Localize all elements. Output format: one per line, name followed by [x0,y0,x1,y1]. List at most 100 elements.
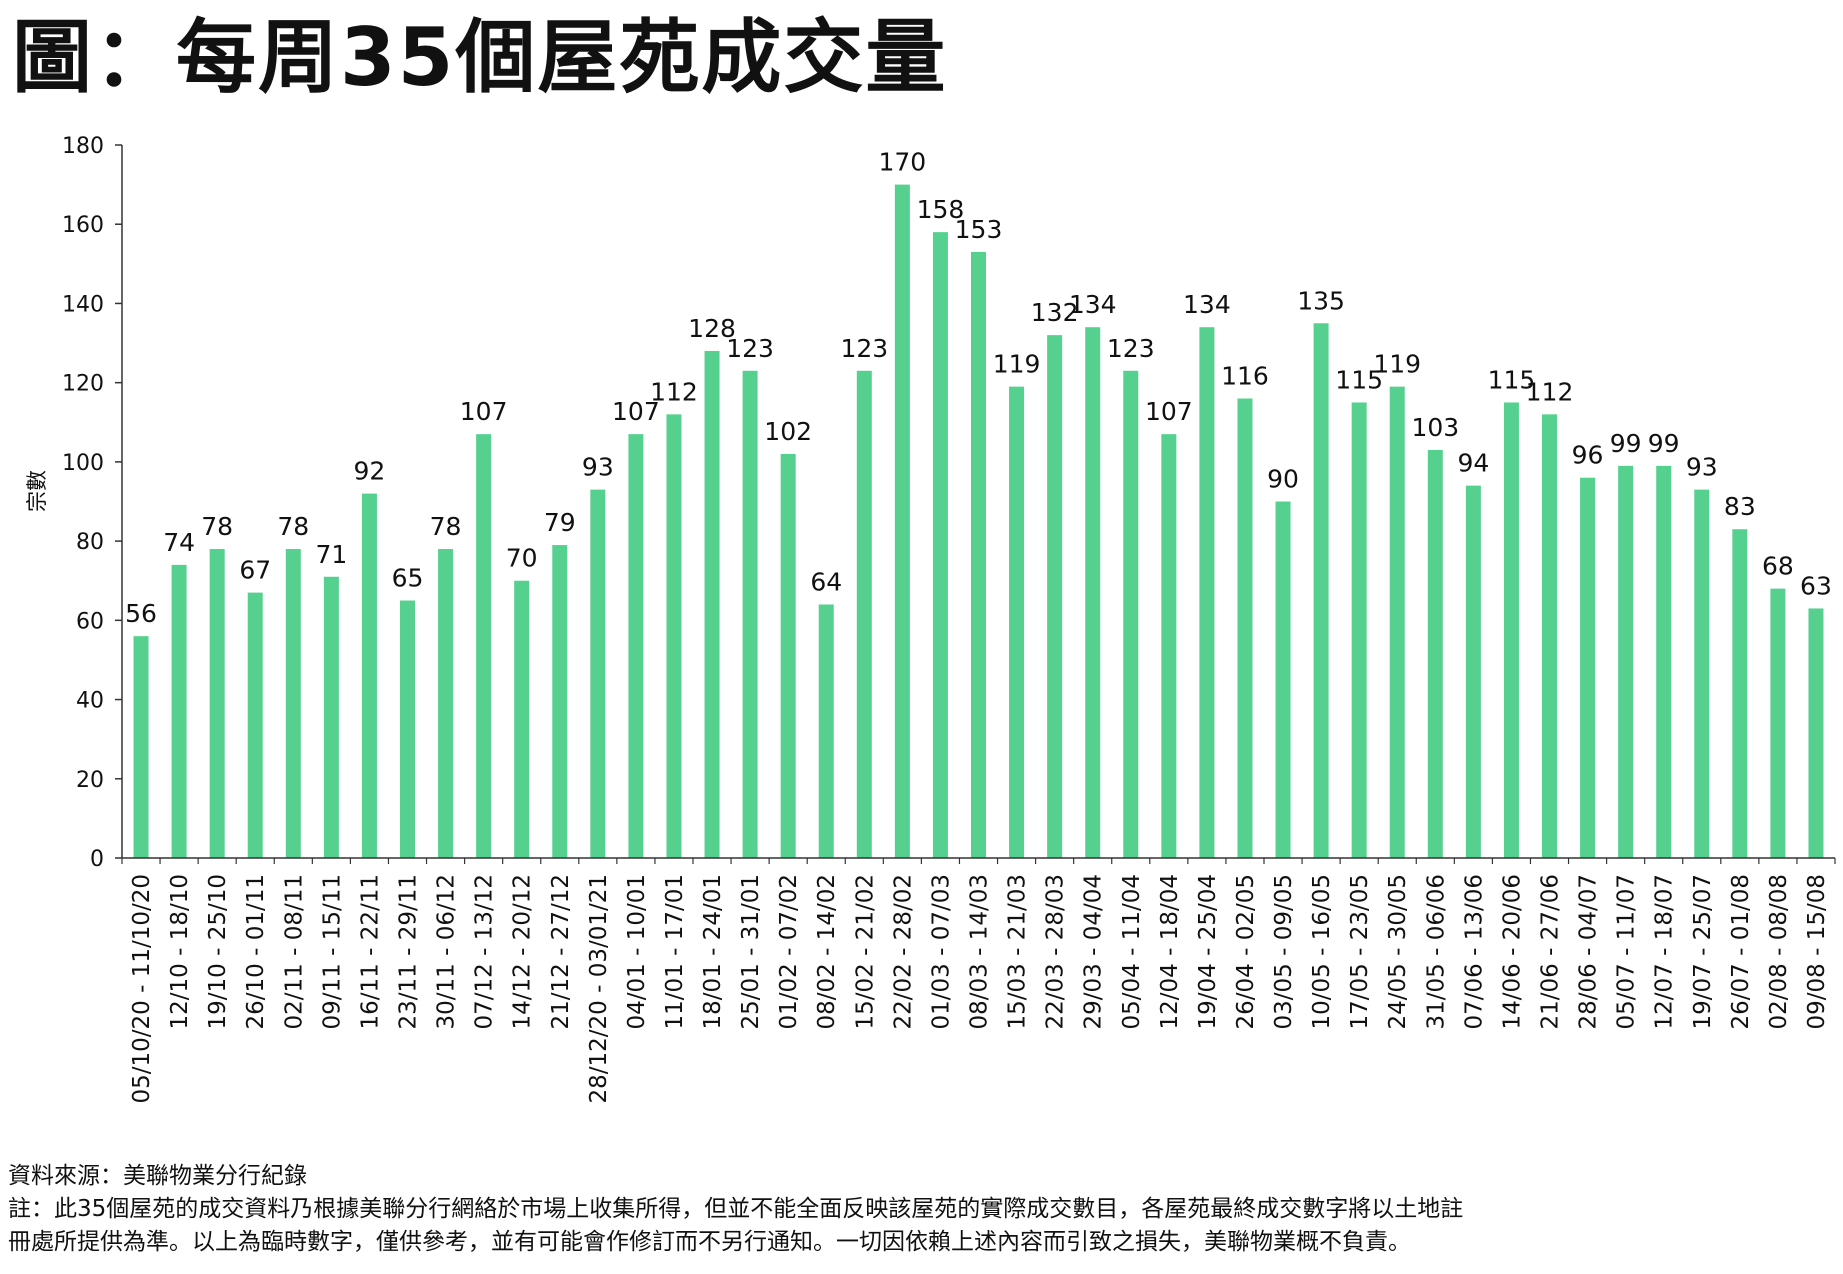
bar [1047,335,1063,859]
data-label: 92 [354,457,386,486]
bar [1085,327,1101,858]
data-label: 63 [1800,571,1832,600]
x-tick-label: 19/10 - 25/10 [205,874,231,1030]
data-label: 79 [544,508,576,537]
x-axis: 05/10/20 - 11/10/20 12/10 - 18/10 19/10 - … [121,857,1836,1104]
bar [1009,386,1025,858]
data-label: 119 [993,350,1041,379]
bar [666,414,682,858]
bar [1199,327,1215,858]
data-label: 78 [277,512,309,541]
x-tick-label: 02/08 - 08/08 [1766,874,1792,1030]
data-label: 128 [688,314,736,343]
x-tick-label: 08/03 - 14/03 [967,874,993,1030]
x-tick-label: 19/04 - 25/04 [1195,874,1221,1030]
data-label: 83 [1724,492,1756,521]
y-tick-label: 0 [90,847,104,872]
data-label: 68 [1762,552,1794,581]
y-tick-label: 100 [62,451,104,476]
data-label: 116 [1221,362,1269,391]
y-tick-label: 160 [62,213,104,238]
x-tick-label: 04/01 - 10/01 [624,874,650,1030]
x-tick-label: 12/07 - 18/07 [1652,874,1678,1030]
x-tick-label: 14/12 - 20/12 [510,874,536,1030]
x-tick-label: 29/03 - 04/04 [1081,874,1107,1030]
source-note: 資料來源：美聯物業分行紀錄 [8,1163,307,1189]
x-tick-label: 24/05 - 30/05 [1385,874,1411,1030]
bar [1237,398,1253,858]
data-label: 112 [650,377,698,406]
bar [1580,477,1596,858]
bar [438,549,454,858]
data-label: 71 [315,540,347,569]
x-tick-label: 22/03 - 28/03 [1043,874,1069,1030]
x-tick-label: 25/01 - 31/01 [738,874,764,1030]
footer: 資料來源：美聯物業分行紀錄 註：此35個屋苑的成交資料乃根據美聯分行網絡於市場上… [8,1160,1463,1259]
data-label: 107 [1145,397,1193,426]
bar [476,434,492,858]
x-tick-label: 28/06 - 04/07 [1576,874,1602,1030]
x-tick-label: 19/07 - 25/07 [1690,874,1716,1030]
bar [742,370,758,858]
x-tick-label: 23/11 - 29/11 [396,874,422,1030]
y-tick-label: 120 [62,372,104,397]
y-axis: 0 20 40 60 80 100 120 140 160 180 [62,134,123,872]
x-tick-label: 08/02 - 14/02 [814,874,840,1030]
x-tick-label: 15/02 - 21/02 [852,874,878,1030]
bar [209,549,225,858]
x-tick-label: 14/06 - 20/06 [1499,874,1525,1030]
y-tick-label: 20 [76,768,104,793]
x-tick-label: 07/12 - 13/12 [472,874,498,1030]
x-tick-label: 31/05 - 06/06 [1423,874,1449,1030]
y-tick-label: 80 [76,530,104,555]
data-label: 132 [1031,298,1079,327]
bar [1427,450,1443,858]
bar [323,576,339,858]
y-tick-label: 180 [62,134,104,159]
disclaimer-line-1: 註：此35個屋苑的成交資料乃根據美聯分行網絡於市場上收集所得，但並不能全面反映該… [8,1196,1464,1222]
bar [856,370,872,858]
data-label: 123 [840,334,888,363]
bar [247,592,263,858]
data-label: 107 [460,397,508,426]
x-tick-label: 02/11 - 08/11 [281,874,307,1030]
x-tick-label: 05/10/20 - 11/10/20 [129,874,155,1104]
bar [1123,370,1139,858]
x-tick-label: 17/05 - 23/05 [1347,874,1373,1030]
data-label: 170 [879,148,927,177]
x-tick-label: 05/07 - 11/07 [1614,874,1640,1030]
x-tick-label: 26/10 - 01/11 [243,874,269,1030]
data-label: 102 [764,417,812,446]
bar [1808,608,1824,858]
x-tick-label: 28/12/20 - 03/01/21 [586,874,612,1104]
x-tick-label: 26/07 - 01/08 [1728,874,1754,1030]
data-label: 65 [392,564,424,593]
x-tick-label: 01/02 - 07/02 [776,874,802,1030]
bar [361,493,377,858]
disclaimer-line-2: 冊處所提供為準。以上為臨時數字，僅供參考，並有可能會作修訂而不另行通知。一切因依… [8,1229,1411,1255]
bar [1465,485,1481,858]
x-tick-label: 01/03 - 07/03 [928,874,954,1030]
bar [590,489,606,858]
data-label: 123 [726,334,774,363]
data-label: 158 [917,195,965,224]
data-label: 96 [1572,441,1604,470]
bar [1694,489,1710,858]
y-tick-label: 40 [76,689,104,714]
bar [1275,501,1291,858]
data-label: 67 [239,556,271,585]
data-label: 115 [1335,365,1383,394]
bar [552,545,568,858]
data-label: 99 [1648,429,1680,458]
x-tick-label: 03/05 - 09/05 [1271,874,1297,1030]
bar [818,604,834,858]
x-tick-label: 07/06 - 13/06 [1461,874,1487,1030]
bar [1313,323,1329,858]
bar [932,232,948,859]
data-label: 70 [506,544,538,573]
x-tick-label: 18/01 - 24/01 [700,874,726,1030]
data-label: 134 [1183,290,1231,319]
data-label: 153 [955,215,1003,244]
bar [628,434,644,858]
